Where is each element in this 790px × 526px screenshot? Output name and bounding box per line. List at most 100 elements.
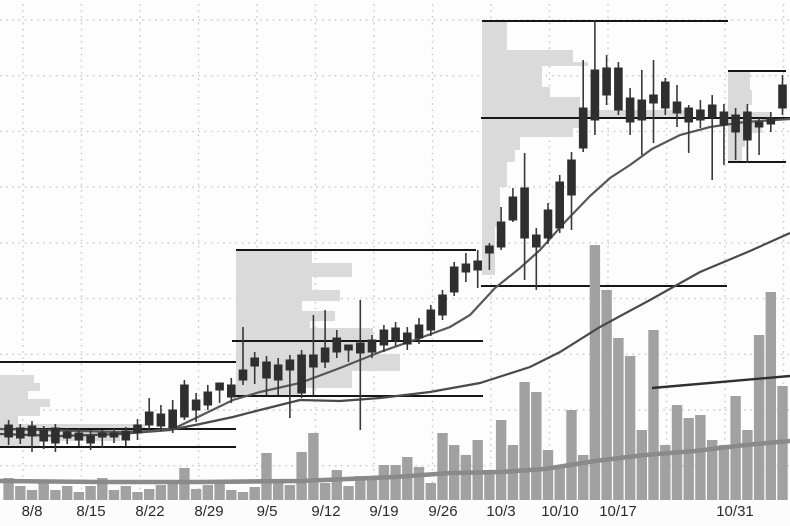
volume-profile-row bbox=[0, 383, 40, 391]
candlestick bbox=[731, 108, 740, 160]
candle-body bbox=[508, 196, 518, 221]
volume-bar bbox=[425, 483, 436, 500]
candlestick bbox=[449, 262, 459, 296]
volume-bar bbox=[15, 486, 26, 500]
candle-body bbox=[649, 94, 658, 104]
candlestick bbox=[309, 315, 318, 395]
candlestick bbox=[332, 330, 342, 358]
volume-bar bbox=[566, 410, 577, 500]
volume-bar bbox=[683, 418, 694, 500]
volume-profile-row bbox=[236, 328, 373, 341]
candlestick bbox=[461, 253, 471, 282]
candles bbox=[4, 20, 787, 452]
candle-body bbox=[39, 429, 49, 442]
candle-body bbox=[731, 114, 740, 133]
candle-body bbox=[778, 84, 787, 109]
volume-profile-row bbox=[482, 150, 515, 162]
candle-body bbox=[285, 359, 295, 371]
candle-body bbox=[485, 245, 494, 254]
candle-body bbox=[344, 344, 353, 351]
candle-body bbox=[426, 309, 436, 331]
volume-profile-row bbox=[728, 133, 745, 147]
volume-bar bbox=[226, 490, 237, 500]
candlestick bbox=[98, 430, 107, 448]
volume-bar bbox=[50, 490, 61, 500]
candle-body bbox=[16, 427, 25, 439]
volume-bar bbox=[167, 481, 178, 500]
candle-body bbox=[532, 234, 541, 248]
candlestick bbox=[485, 243, 494, 270]
volume-profile-row bbox=[482, 137, 520, 150]
x-axis-label: 10/17 bbox=[599, 503, 637, 520]
candlestick bbox=[320, 310, 330, 368]
candle-body bbox=[754, 121, 764, 128]
candle-body bbox=[309, 354, 318, 368]
candlestick bbox=[4, 420, 13, 445]
volume-bar bbox=[3, 478, 14, 500]
volume-profile-row bbox=[236, 250, 312, 263]
volume-bar bbox=[273, 482, 284, 500]
volume-bar bbox=[202, 485, 213, 500]
candle-body bbox=[367, 339, 377, 353]
volume-profile-row bbox=[236, 388, 300, 396]
candle-body bbox=[520, 187, 529, 239]
x-axis-label: 9/26 bbox=[428, 503, 457, 520]
candle-body bbox=[74, 432, 84, 441]
candlestick bbox=[684, 105, 694, 153]
x-axis: 8/8 8/15 8/22 8/29 9/5 9/12 9/19 9/26 10/3 10/10 1… bbox=[22, 503, 754, 520]
candlestick bbox=[625, 88, 635, 135]
candle-body bbox=[262, 361, 271, 379]
x-axis-label: 10/31 bbox=[716, 503, 754, 520]
volume-bar bbox=[519, 382, 530, 500]
candlestick bbox=[672, 85, 682, 127]
volume-profile-row bbox=[236, 263, 352, 277]
volume-profile-row bbox=[236, 341, 376, 354]
volume-bar bbox=[144, 489, 155, 500]
candlestick bbox=[227, 378, 236, 403]
candlestick bbox=[543, 203, 553, 244]
candlestick bbox=[62, 428, 72, 444]
volume-profile-row bbox=[482, 128, 573, 137]
volume-bar bbox=[62, 486, 73, 500]
candlestick bbox=[766, 112, 776, 132]
volume-bar bbox=[308, 433, 319, 500]
candlestick bbox=[367, 335, 377, 358]
candlestick bbox=[297, 350, 306, 398]
candle-body bbox=[590, 69, 600, 121]
volume-bar bbox=[601, 290, 612, 500]
candlestick bbox=[86, 430, 95, 450]
candle-body bbox=[168, 409, 177, 429]
candlestick bbox=[508, 188, 518, 222]
candle-body bbox=[403, 332, 412, 345]
volume-bars bbox=[3, 245, 788, 500]
volume-profile-row bbox=[0, 399, 50, 407]
candle-body bbox=[473, 260, 482, 271]
volume-bar bbox=[495, 420, 507, 500]
volume-profile-row bbox=[482, 162, 507, 187]
candlestick bbox=[614, 62, 623, 115]
candle-body bbox=[496, 221, 506, 248]
volume-profile-row bbox=[236, 311, 335, 321]
candle-body bbox=[684, 107, 694, 123]
candlestick bbox=[661, 78, 670, 115]
candle-body bbox=[391, 327, 400, 341]
candlestick bbox=[250, 352, 259, 384]
candle-body bbox=[625, 97, 635, 123]
candle-body bbox=[273, 364, 283, 381]
x-axis-label: 8/15 bbox=[76, 503, 105, 520]
volume-profile-row bbox=[482, 119, 580, 128]
candle-body bbox=[109, 432, 119, 438]
candlestick bbox=[520, 153, 529, 280]
volume-bar bbox=[355, 476, 366, 500]
candlestick bbox=[168, 400, 177, 433]
candlestick bbox=[438, 290, 447, 320]
candlestick bbox=[133, 419, 142, 440]
volume-bar bbox=[624, 356, 636, 500]
volume-bar bbox=[85, 486, 96, 500]
candle-body bbox=[578, 107, 588, 149]
volume-bar bbox=[765, 292, 776, 500]
volume-bar bbox=[120, 486, 131, 500]
volume-bar bbox=[284, 485, 296, 500]
candle-body bbox=[637, 99, 647, 121]
